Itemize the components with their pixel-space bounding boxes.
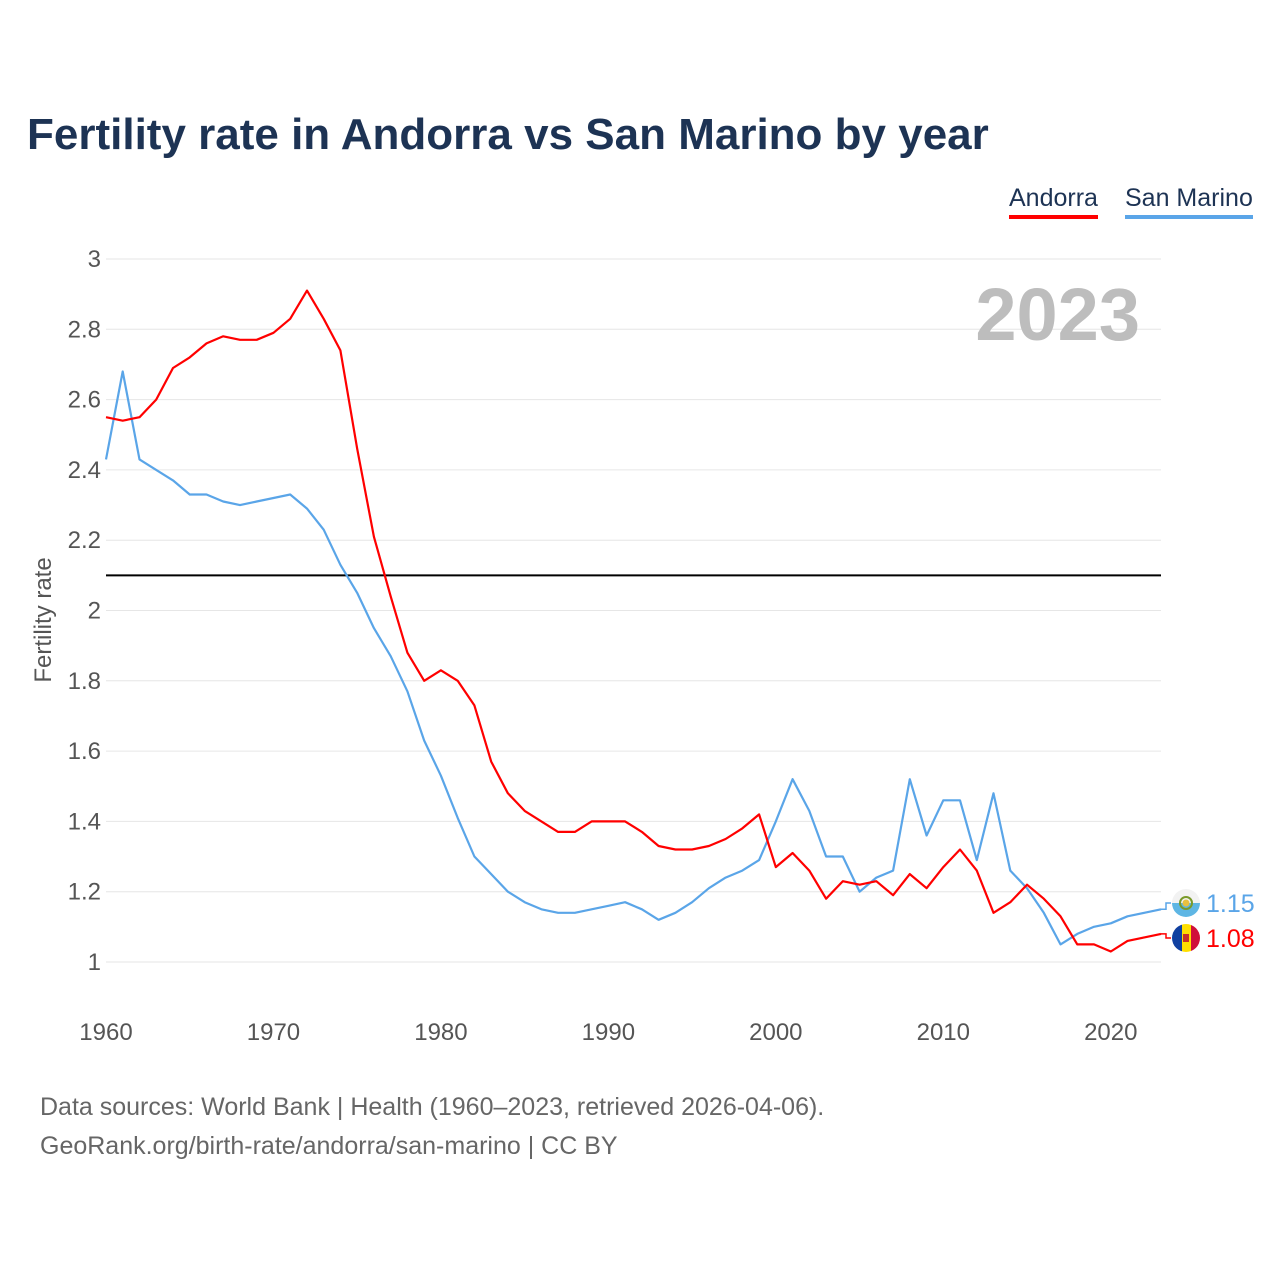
x-tick-label: 2020: [1084, 1019, 1137, 1046]
y-tick-label: 2: [88, 598, 101, 625]
x-tick-label: 1970: [247, 1019, 300, 1046]
x-tick-label: 1980: [414, 1019, 467, 1046]
series-line-andorra[interactable]: [105, 289, 1162, 953]
legend-san-marino[interactable]: San Marino: [1125, 184, 1253, 219]
y-axis-label: Fertility rate: [30, 557, 57, 682]
legend-andorra[interactable]: Andorra: [1009, 184, 1098, 219]
y-tick-label: 2.6: [68, 387, 101, 414]
andorra-flag-icon: [1172, 924, 1200, 952]
y-tick-label: 1.6: [68, 738, 101, 765]
y-tick-label: 3: [88, 246, 101, 273]
year-watermark: 2023: [975, 273, 1140, 356]
x-tick-label: 2000: [749, 1019, 802, 1046]
chart-title: Fertility rate in Andorra vs San Marino …: [27, 110, 989, 159]
footer-sources: Data sources: World Bank | Health (1960–…: [40, 1093, 825, 1121]
end-connector: [1161, 933, 1171, 939]
y-tick-label: 1.8: [68, 668, 101, 695]
y-tick-label: 2.8: [68, 316, 101, 343]
y-tick-label: 2.2: [68, 527, 101, 554]
data-source-footer: Data sources: World Bank | Health (1960–…: [40, 1088, 824, 1166]
end-value-label: 1.08: [1206, 925, 1255, 953]
footer-link[interactable]: GeoRank.org/birth-rate/andorra/san-marin…: [40, 1132, 618, 1160]
san-marino-flag-icon: [1172, 889, 1200, 917]
end-connector: [1161, 902, 1171, 911]
x-tick-label: 1960: [79, 1019, 132, 1046]
series-line-san-marino[interactable]: [104, 370, 1162, 946]
x-tick-label: 2010: [917, 1019, 970, 1046]
end-value-label: 1.15: [1206, 890, 1255, 918]
y-tick-label: 1.4: [68, 808, 101, 835]
y-tick-label: 1: [88, 949, 101, 976]
y-tick-label: 1.2: [68, 879, 101, 906]
x-tick-label: 1990: [582, 1019, 635, 1046]
y-tick-label: 2.4: [68, 457, 101, 484]
